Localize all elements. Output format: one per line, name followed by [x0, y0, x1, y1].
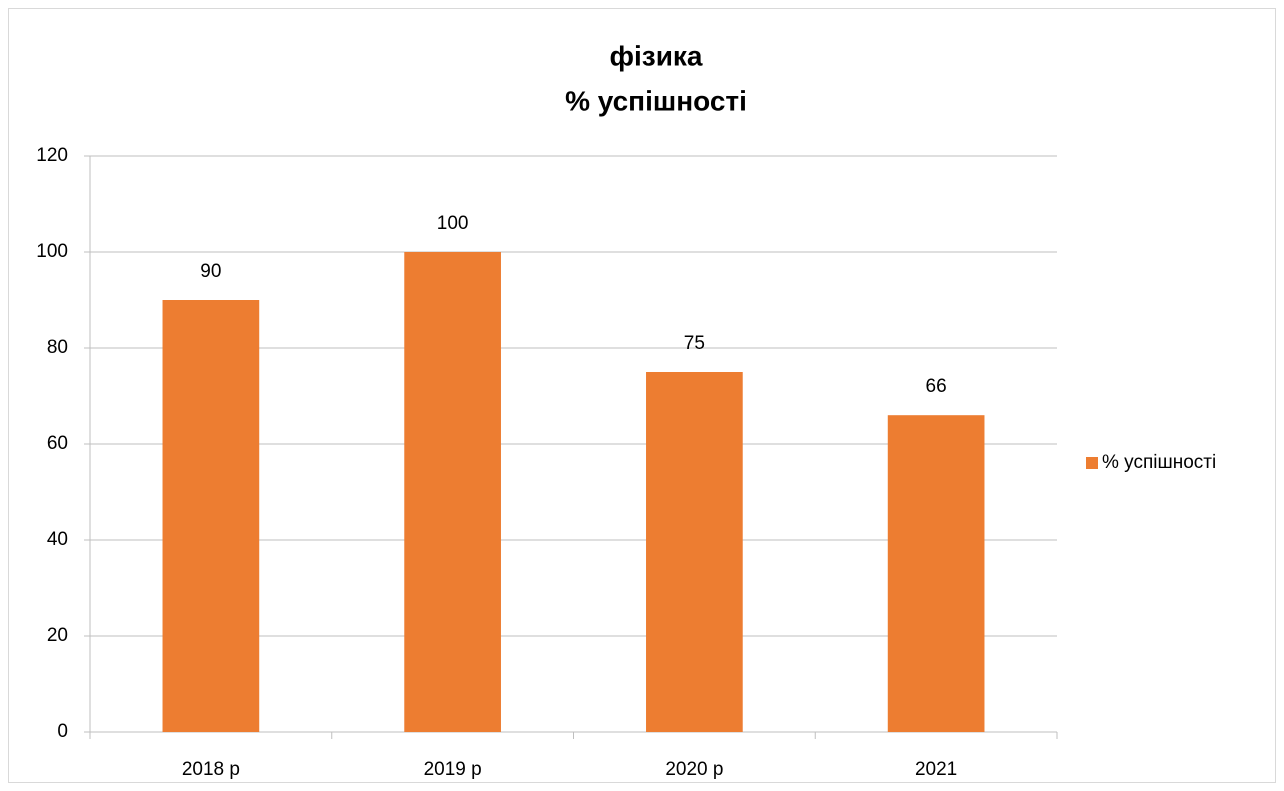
y-tick-label: 60: [47, 433, 68, 454]
data-label: 75: [684, 333, 705, 354]
bar: [887, 415, 985, 732]
x-tick-label: 2019 р: [424, 759, 482, 780]
chart-title: % успішності: [565, 85, 747, 116]
x-tick-label: 2020 р: [665, 759, 723, 780]
y-tick-label: 80: [47, 337, 68, 358]
y-tick-label: 0: [57, 721, 68, 742]
data-label: 90: [200, 261, 221, 282]
x-tick-label: 2018 р: [182, 759, 240, 780]
chart-title: фізика: [610, 40, 703, 71]
legend-swatch: [1086, 457, 1098, 469]
legend-label: % успішності: [1102, 452, 1216, 473]
y-tick-label: 40: [47, 529, 68, 550]
data-label: 100: [437, 213, 469, 234]
data-label: 66: [926, 376, 947, 397]
x-tick-label: 2021: [915, 759, 957, 780]
y-tick-label: 100: [36, 241, 68, 262]
bar: [404, 252, 501, 732]
y-tick-label: 120: [36, 145, 68, 166]
bar: [162, 300, 260, 732]
y-tick-label: 20: [47, 625, 68, 646]
bar: [646, 372, 743, 732]
